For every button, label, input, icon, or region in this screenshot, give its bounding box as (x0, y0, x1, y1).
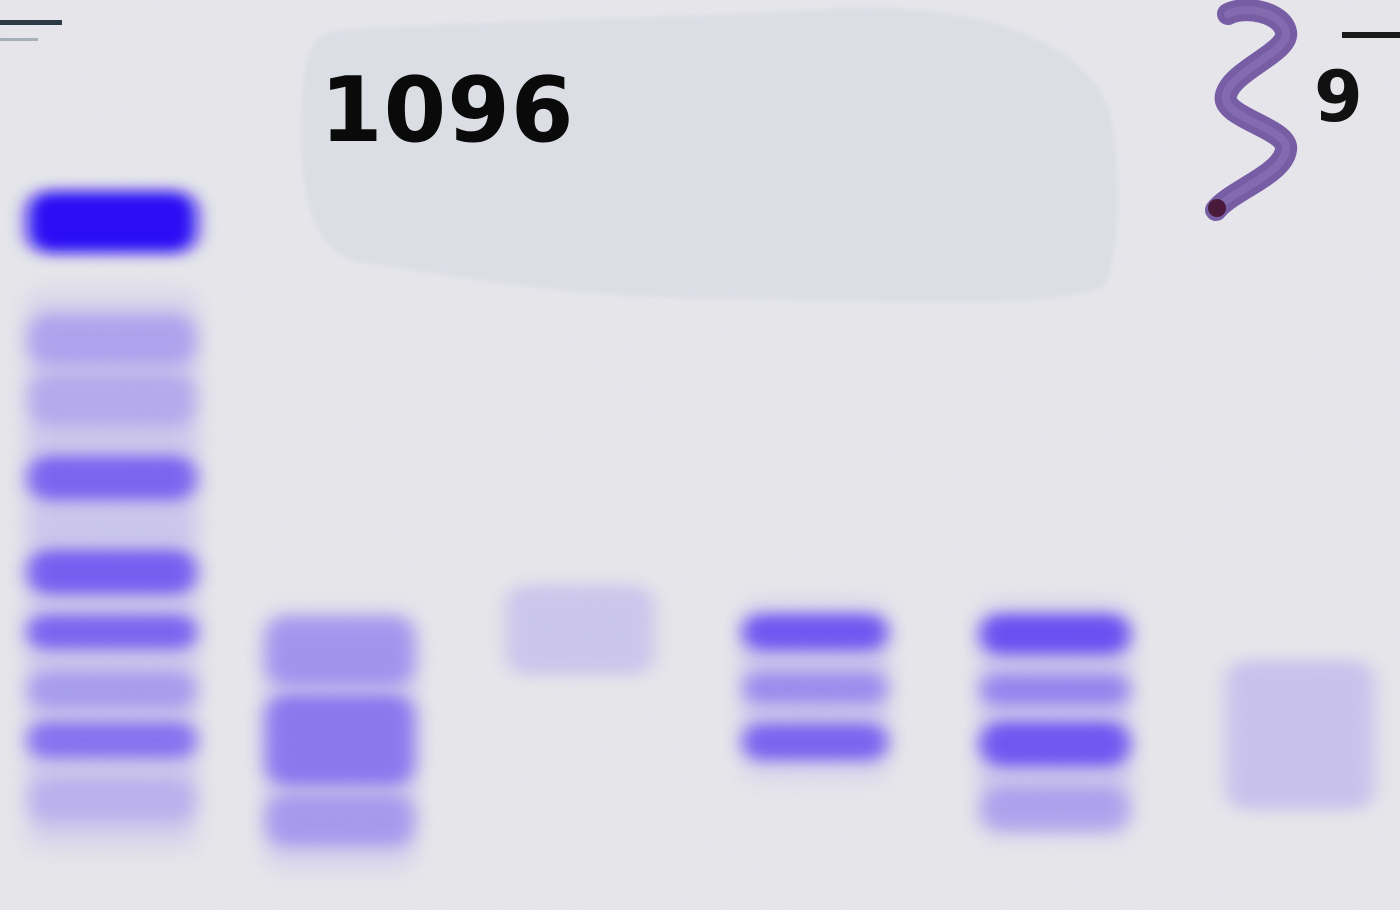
lane-4-band-3 (743, 724, 888, 760)
lane-1-band-3 (27, 375, 197, 425)
corner-mark: 9 (1314, 62, 1363, 132)
sample-label: 1096 (320, 66, 575, 156)
squiggle-tip (1208, 199, 1226, 217)
lane-5-band-2 (980, 675, 1130, 705)
lane-1-band-5 (27, 550, 197, 594)
right-tick-mark (1342, 32, 1400, 38)
lane-1-band-2 (27, 315, 197, 365)
lane-1-band-6 (27, 615, 197, 649)
lane-1-band-4 (27, 456, 197, 500)
lane-4-band-2 (743, 673, 888, 703)
lane-4-band-1 (743, 614, 888, 650)
lane-1-band-1 (27, 191, 197, 253)
lane-2-band-1 (265, 615, 415, 685)
lane-2-band-3 (265, 795, 415, 845)
lane-5-band-3 (980, 722, 1130, 766)
left-tick-mark-2 (0, 38, 38, 41)
left-tick-mark (0, 20, 62, 25)
lane-3-band-1 (505, 585, 655, 675)
lane-1-band-7 (27, 672, 197, 708)
lane-2-band-2 (265, 695, 415, 785)
lane-5-band-4 (980, 788, 1130, 832)
lane-1-band-9 (27, 780, 197, 820)
lane-1-band-8 (27, 722, 197, 758)
lane-6-band-1 (1225, 660, 1375, 810)
lane-5-band-1 (980, 614, 1130, 654)
